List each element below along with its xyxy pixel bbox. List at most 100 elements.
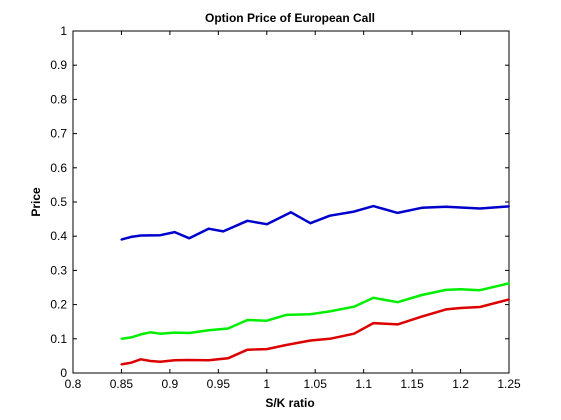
- y-tick-label: 0.4: [50, 229, 67, 243]
- series-2-point: [227, 327, 229, 330]
- series-3: [120, 298, 510, 366]
- series-1-point: [396, 211, 399, 214]
- series-1-point: [372, 205, 375, 208]
- series-3-point: [159, 360, 162, 363]
- series-3-point: [265, 348, 268, 351]
- series-3-point: [227, 357, 229, 360]
- y-tick-label: 0: [60, 366, 67, 380]
- series-2-point: [207, 329, 210, 332]
- series-1-point: [309, 222, 312, 225]
- series-layer: [120, 204, 510, 366]
- series-1-point: [159, 234, 162, 237]
- series-2-point: [188, 332, 191, 334]
- series-2-point: [396, 301, 399, 304]
- series-1-point: [265, 223, 268, 226]
- series-1-point: [130, 235, 133, 238]
- x-tick-label: 0.85: [110, 377, 134, 391]
- series-3-point: [149, 360, 152, 362]
- series-1-point: [328, 214, 331, 217]
- series-3-point: [309, 339, 312, 342]
- x-tick-label: 1.15: [400, 377, 424, 391]
- series-3-point: [328, 337, 331, 340]
- series-1-point: [120, 238, 123, 241]
- series-1-point: [139, 234, 142, 237]
- x-tick-label: 0.8: [65, 377, 82, 391]
- y-tick-label: 0.5: [50, 195, 67, 209]
- series-2-point: [353, 305, 355, 308]
- x-tick-label: 1.05: [304, 377, 328, 391]
- series-3-point: [396, 323, 399, 326]
- series-2-point: [120, 337, 123, 340]
- series-2-point: [328, 310, 331, 313]
- series-2-point: [265, 319, 268, 322]
- y-tick-label: 0.7: [50, 127, 67, 141]
- series-3-point: [246, 348, 249, 351]
- y-tick-label: 0.2: [50, 298, 67, 312]
- series-3-point: [188, 359, 191, 361]
- series-3-point: [508, 298, 510, 301]
- x-tick-label: 1.25: [497, 377, 521, 391]
- series-2-point: [173, 331, 176, 334]
- series-3-line: [121, 298, 510, 366]
- y-tick-label: 1: [60, 24, 67, 38]
- series-1-point: [478, 207, 481, 210]
- y-tick-label: 0.1: [50, 332, 67, 346]
- series-1-point: [508, 205, 510, 208]
- x-axis-label: S/K ratio: [265, 396, 314, 410]
- series-1-point: [353, 210, 355, 213]
- plot-area: [72, 30, 510, 374]
- series-2-point: [139, 333, 142, 336]
- series-3-point: [353, 332, 355, 335]
- series-2-point: [149, 331, 152, 334]
- series-2-point: [478, 289, 481, 292]
- x-tick-label: 0.95: [207, 377, 231, 391]
- series-3-point: [420, 315, 423, 318]
- series-2-point: [445, 288, 447, 291]
- series-3-point: [173, 359, 176, 362]
- series-1-point: [173, 231, 176, 234]
- series-1-point: [420, 206, 423, 209]
- y-tick-label: 0.3: [50, 263, 67, 277]
- series-2-point: [285, 313, 288, 316]
- y-axis-ticks: 0 0.1 0.2 0.3 0.4 0.5 0.6 0.7 0.8 0.9 1: [50, 24, 509, 380]
- y-axis-label: Price: [29, 187, 43, 217]
- x-tick-label: 1.1: [355, 377, 372, 391]
- series-3-point: [372, 322, 375, 325]
- series-2-point: [159, 332, 162, 335]
- y-tick-label: 0.9: [50, 58, 67, 72]
- y-tick-label: 0.6: [50, 161, 67, 175]
- series-2-point: [420, 294, 423, 296]
- series-3-point: [207, 359, 210, 362]
- y-tick-label: 0.8: [50, 92, 67, 106]
- x-tick-label: 1.2: [452, 377, 469, 391]
- series-3-point: [445, 308, 447, 311]
- series-2-point: [130, 336, 133, 339]
- series-1-line: [121, 204, 510, 241]
- series-1-point: [207, 227, 210, 230]
- series-3-point: [139, 358, 142, 361]
- series-3-point: [130, 361, 133, 364]
- x-tick-label: 1: [263, 377, 270, 391]
- series-1-point: [445, 205, 447, 208]
- x-axis-ticks: 0.8 0.85 0.9 0.95 1 1.05 1.1 1.15 1.2 1.25: [65, 31, 521, 391]
- x-tick-label: 0.9: [162, 377, 179, 391]
- series-2: [120, 282, 510, 341]
- series-2-line: [121, 282, 510, 341]
- series-1-point: [246, 219, 249, 222]
- series-1-point: [222, 230, 225, 233]
- series-3-point: [285, 344, 288, 346]
- series-1-point: [188, 237, 191, 240]
- series-2-point: [372, 296, 375, 299]
- series-3-point: [478, 306, 481, 308]
- series-1: [120, 204, 510, 241]
- series-2-point: [246, 319, 249, 321]
- series-2-point: [508, 282, 510, 285]
- chart-title: Option Price of European Call: [205, 11, 375, 25]
- series-3-point: [459, 307, 462, 309]
- series-1-point: [290, 211, 292, 214]
- series-2-point: [309, 313, 312, 316]
- series-2-point: [459, 288, 462, 291]
- series-3-point: [120, 363, 123, 366]
